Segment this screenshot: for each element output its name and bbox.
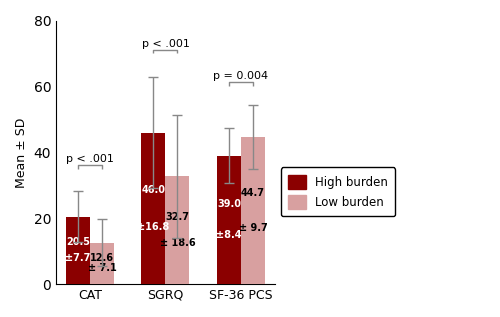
- Bar: [217, 156, 241, 284]
- Bar: [142, 133, 166, 284]
- Text: 20.5: 20.5: [66, 237, 90, 247]
- Text: ±8.4: ±8.4: [216, 230, 242, 240]
- Text: 46.0: 46.0: [142, 185, 166, 195]
- Bar: [90, 243, 114, 284]
- Text: ± 9.7: ± 9.7: [238, 223, 268, 233]
- Text: p = 0.004: p = 0.004: [214, 71, 268, 81]
- Text: ±7.7: ±7.7: [66, 254, 90, 263]
- Text: p < .001: p < .001: [142, 38, 190, 49]
- Y-axis label: Mean ± SD: Mean ± SD: [15, 117, 28, 188]
- Text: 12.6: 12.6: [90, 253, 114, 263]
- Text: ± 18.6: ± 18.6: [160, 238, 196, 248]
- Bar: [66, 217, 90, 284]
- Text: ± 7.1: ± 7.1: [88, 263, 117, 273]
- Text: 32.7: 32.7: [166, 212, 190, 222]
- Text: 39.0: 39.0: [217, 199, 241, 210]
- Text: p < .001: p < .001: [66, 154, 114, 164]
- Legend: High burden, Low burden: High burden, Low burden: [281, 167, 395, 216]
- Bar: [166, 176, 190, 284]
- Text: 44.7: 44.7: [241, 188, 265, 198]
- Text: ±16.8: ±16.8: [138, 222, 170, 231]
- Bar: [241, 137, 265, 284]
